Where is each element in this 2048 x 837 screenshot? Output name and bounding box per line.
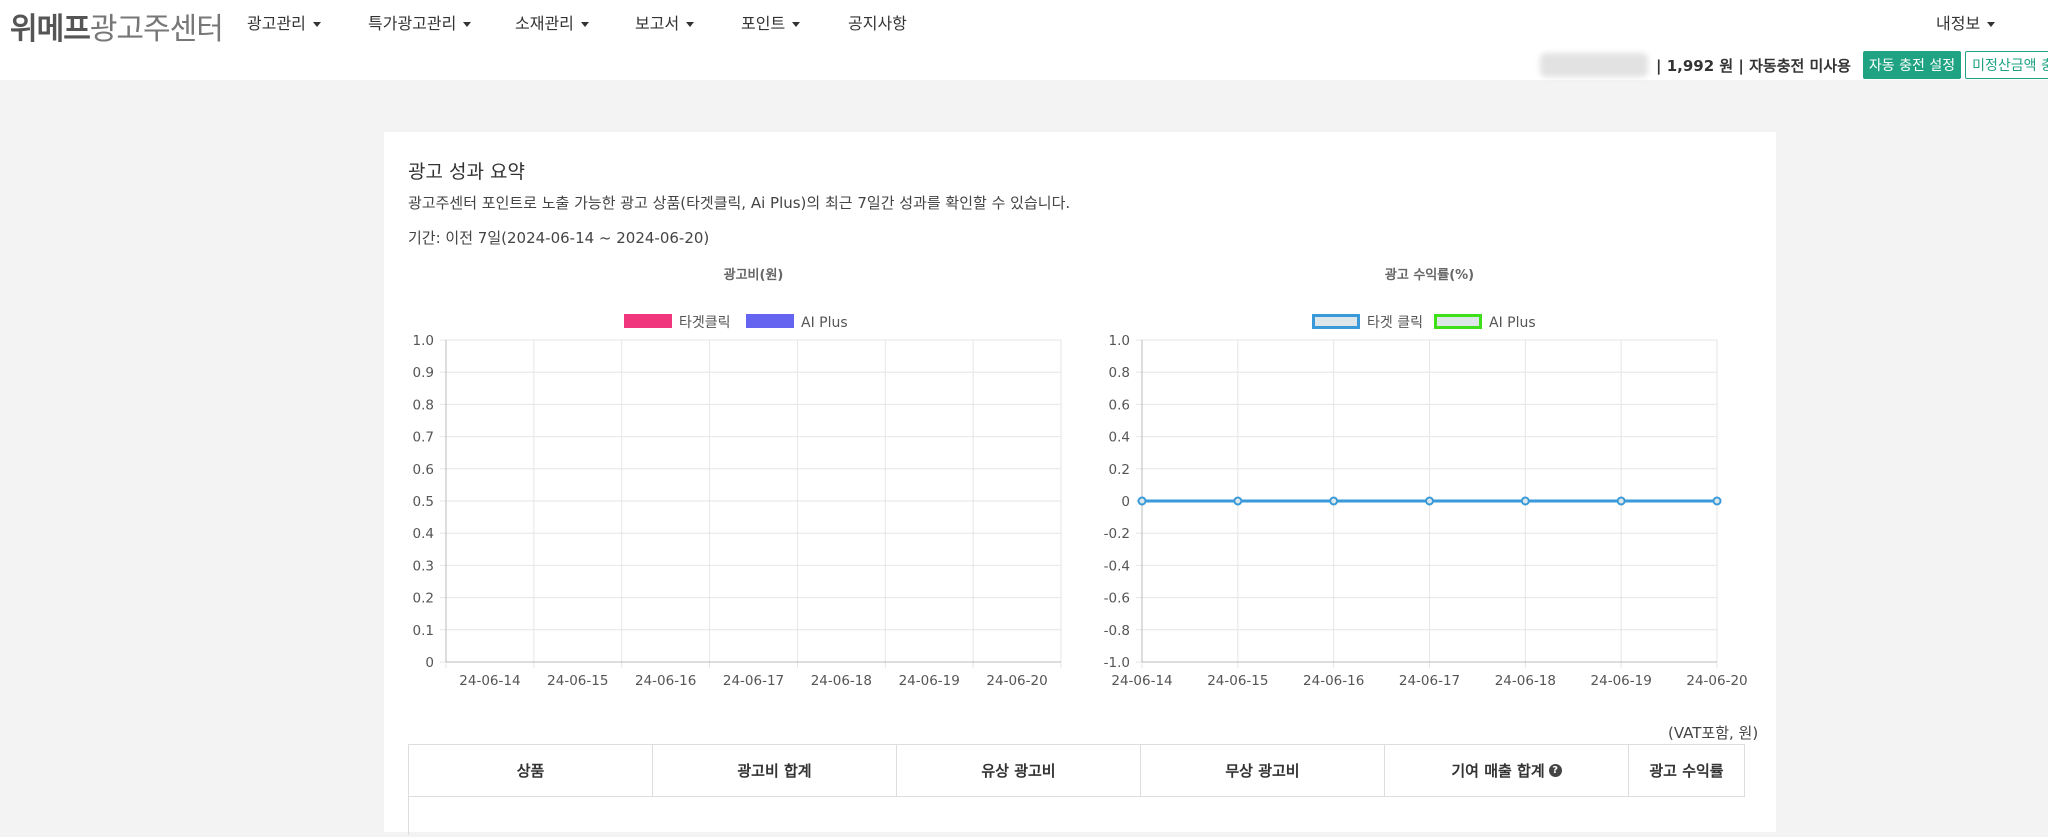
y-tick-label: 0.6: [413, 462, 434, 478]
y-tick-label: 0.8: [1109, 365, 1130, 381]
y-tick-label: 0.7: [413, 430, 434, 446]
legend-label: 타겟 클릭: [1367, 315, 1423, 331]
y-tick-label: 0.6: [1109, 397, 1130, 413]
y-tick-label: -0.8: [1104, 623, 1130, 639]
y-tick-label: 0.2: [1109, 462, 1130, 478]
y-tick-label: 0.1: [413, 623, 434, 639]
caret-down-icon: [1987, 22, 1996, 27]
nav-creative-management[interactable]: 소재관리: [515, 10, 589, 34]
y-tick-label: -0.4: [1104, 558, 1130, 574]
my-info-menu[interactable]: 내정보: [1936, 10, 1996, 34]
nav-label: 광고관리: [247, 14, 306, 33]
x-tick-label: 24-06-16: [1303, 673, 1364, 689]
legend-swatch: [746, 314, 794, 328]
legend-swatch: [1312, 314, 1360, 329]
chart-title: 광고 수익률(%): [1385, 267, 1474, 283]
nav-notices[interactable]: 공지사항: [848, 10, 907, 34]
nav-label: 공지사항: [848, 14, 907, 33]
caret-down-icon: [463, 22, 472, 27]
nav-label: 소재관리: [515, 14, 574, 33]
nav-ad-management[interactable]: 광고관리: [247, 10, 321, 34]
y-tick-label: 0.4: [413, 526, 434, 542]
nav-reports[interactable]: 보고서: [635, 10, 695, 34]
ad-cost-chart: 광고비(원) 타겟클릭 AI Plus 1.0 0.9 0.8 0.7 0.6 0.5 0.4 0.…: [413, 268, 1062, 689]
legend-label: AI Plus: [801, 315, 848, 331]
vat-note: (VAT포함, 원): [1668, 724, 1759, 742]
y-tick-label: -0.2: [1104, 526, 1130, 542]
logo[interactable]: 위메프광고주센터: [10, 4, 224, 48]
y-tick-label: 0: [1121, 494, 1130, 510]
nav-points[interactable]: 포인트: [741, 10, 801, 34]
legend-swatch: [1434, 314, 1482, 329]
y-tick-label: 0: [425, 655, 434, 671]
nav-label: 포인트: [741, 14, 786, 33]
legend-swatch: [624, 314, 672, 328]
ad-performance-summary-card: 광고 성과 요약 광고주센터 포인트로 노출 가능한 광고 상품(타겟클릭, A…: [384, 132, 1776, 835]
data-point: [1616, 496, 1626, 506]
data-point: [1425, 496, 1434, 506]
x-tick-label: 24-06-18: [1495, 673, 1556, 689]
caret-down-icon: [686, 22, 695, 27]
x-tick-label: 24-06-19: [1591, 673, 1652, 689]
account-status-row: | 1,992 원 | 자동충전 미사용 자동 충전 설정 미정산금액 충전: [1540, 51, 2048, 79]
roas-chart: 광고 수익률(%) 타겟 클릭 AI Plus 1.0 0.8 0.6 0.4 0.2 0 -0.…: [1104, 267, 1748, 689]
caret-down-icon: [792, 22, 801, 27]
y-tick-label: 0.3: [413, 558, 434, 574]
y-tick-label: 1.0: [413, 333, 434, 349]
y-tick-label: -0.6: [1104, 591, 1130, 607]
data-point: [1233, 496, 1243, 506]
balance-text: | 1,992 원 | 자동충전 미사용: [1656, 56, 1851, 75]
x-tick-label: 24-06-15: [547, 673, 608, 689]
x-tick-label: 24-06-20: [986, 673, 1047, 689]
table-header-free-cost: 무상 광고비: [1141, 745, 1385, 797]
x-tick-label: 24-06-15: [1207, 673, 1268, 689]
table-header-roas: 광고 수익률: [1629, 745, 1745, 797]
y-tick-label: 0.9: [413, 365, 434, 381]
nav-special-ad-management[interactable]: 특가광고관리: [368, 10, 472, 34]
table-header-paid-cost: 유상 광고비: [897, 745, 1141, 797]
x-tick-label: 24-06-17: [1399, 673, 1460, 689]
legend-label: AI Plus: [1489, 315, 1536, 331]
question-circle-icon[interactable]: ?: [1548, 764, 1562, 777]
summary-title: 광고 성과 요약: [408, 161, 525, 183]
auto-charge-settings-button[interactable]: 자동 충전 설정: [1862, 51, 1962, 79]
table-header-contribution-label: 기여 매출 합계: [1451, 762, 1545, 780]
data-point: [1712, 496, 1722, 506]
data-point: [1329, 496, 1339, 506]
logo-subtitle: 광고주센터: [89, 12, 224, 47]
summary-table: 상품 광고비 합계 유상 광고비 무상 광고비 기여 매출 합계? 광고 수익률: [408, 744, 1745, 835]
y-tick-label: 0.8: [413, 397, 434, 413]
y-tick-label: 0.5: [413, 494, 434, 510]
top-navbar: 위메프광고주센터 광고관리 특가광고관리 소재관리 보고서 포인트 공지사항 내…: [0, 0, 2048, 80]
unsettled-charge-button[interactable]: 미정산금액 충전: [1965, 51, 2048, 79]
x-tick-label: 24-06-14: [459, 673, 520, 689]
table-header-contribution-sales: 기여 매출 합계?: [1385, 745, 1629, 797]
caret-down-icon: [312, 22, 321, 27]
y-tick-label: -1.0: [1104, 655, 1130, 671]
x-tick-label: 24-06-14: [1111, 673, 1172, 689]
x-tick-label: 24-06-16: [635, 673, 696, 689]
nav-label: 특가광고관리: [368, 14, 457, 33]
caret-down-icon: [580, 22, 589, 27]
y-tick-label: 1.0: [1109, 333, 1130, 349]
x-tick-label: 24-06-19: [899, 673, 960, 689]
my-info-label: 내정보: [1936, 14, 1981, 33]
summary-description: 광고주센터 포인트로 노출 가능한 광고 상품(타겟클릭, Ai Plus)의 …: [408, 194, 1071, 212]
table-header-total-cost: 광고비 합계: [653, 745, 897, 797]
data-point: [1137, 496, 1147, 506]
legend-label: 타겟클릭: [679, 315, 731, 331]
summary-period: 기간: 이전 7일(2024-06-14 ~ 2024-06-20): [408, 229, 710, 247]
blurred-account-name: [1540, 53, 1648, 77]
x-tick-label: 24-06-17: [723, 673, 784, 689]
logo-brand: 위메프: [10, 12, 91, 47]
chart-title: 광고비(원): [724, 268, 784, 283]
y-tick-label: 0.2: [413, 591, 434, 607]
x-tick-label: 24-06-18: [811, 673, 872, 689]
y-tick-label: 0.4: [1109, 430, 1130, 446]
data-point: [1520, 496, 1530, 506]
table-header-product: 상품: [409, 745, 653, 797]
nav-label: 보고서: [635, 14, 680, 33]
x-tick-label: 24-06-20: [1686, 673, 1747, 689]
